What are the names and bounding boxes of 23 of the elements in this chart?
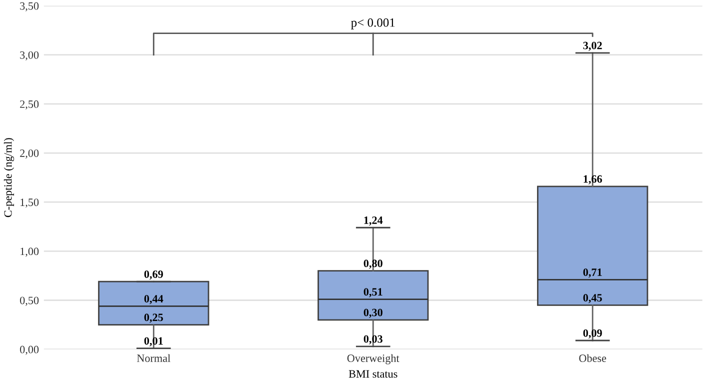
y-tick-label: 3,50	[20, 2, 39, 12]
annotation: p< 0.001	[351, 18, 395, 30]
x-tick-label: Obese	[579, 354, 606, 362]
annotation: 1,24	[364, 216, 383, 226]
y-tick-label: 1,00	[20, 248, 39, 257]
y-tick-label: 2,50	[20, 100, 39, 110]
annotation: 3,02	[583, 42, 602, 51]
annotation: 0,69	[144, 270, 163, 280]
y-tick-label: 3,00	[20, 51, 39, 60]
annotation: 0,45	[583, 294, 602, 304]
y-tick-label: 0,00	[20, 346, 39, 355]
x-axis-title: BMI status	[348, 370, 398, 378]
y-tick-label: 0,50	[20, 296, 39, 306]
annotation: 0,44	[144, 295, 164, 304]
annotation: 0,30	[364, 308, 382, 318]
y-tick-label: 2,00	[20, 149, 39, 159]
annotation: 0,25	[144, 314, 163, 323]
y-tick-label: 1,50	[20, 198, 39, 208]
annotation: 0,71	[583, 268, 602, 278]
y-axis-title: C-peptide (ng/ml)	[4, 138, 14, 218]
annotation: 0,51	[364, 288, 382, 298]
x-tick-label: Normal	[136, 354, 170, 362]
x-tick-label: Overweight	[347, 354, 400, 364]
